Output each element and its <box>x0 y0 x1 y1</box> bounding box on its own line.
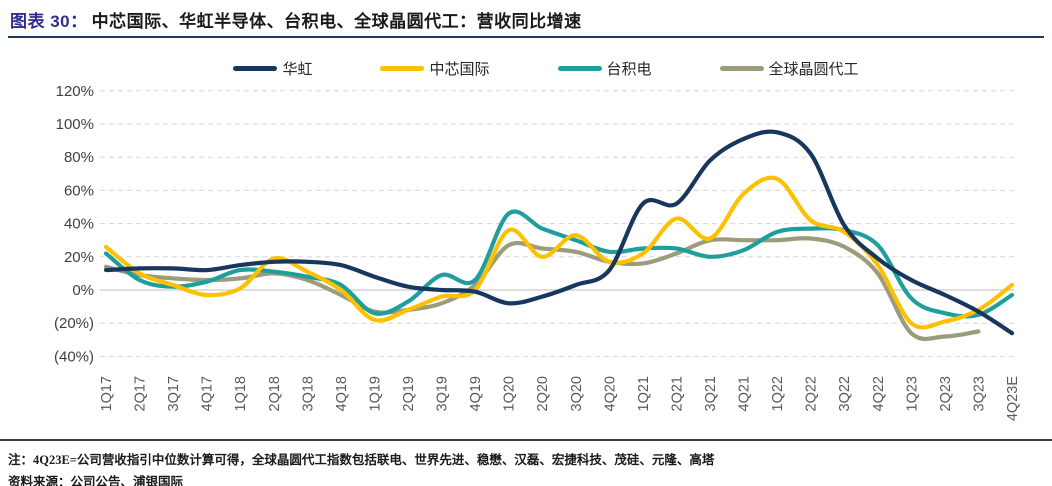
y-tick-label: 40% <box>64 216 94 233</box>
y-tick-label: 80% <box>64 149 94 166</box>
x-tick-label: 2Q19 <box>401 376 417 411</box>
figure-title: 中芯国际、华虹半导体、台积电、全球晶圆代工：营收同比增速 <box>91 12 582 31</box>
series-line-smic <box>103 175 1015 330</box>
y-tick-label: 0% <box>72 282 94 299</box>
y-tick-label: 60% <box>64 182 94 199</box>
x-tick-label: 2Q23 <box>938 376 954 411</box>
y-tick-label: (20%) <box>54 315 94 332</box>
line-chart: 120% 100% 80% 60% 40% 20% 0% (20%) (40%) 1Q17 2Q17… <box>0 80 1052 438</box>
y-tick-label: 20% <box>64 249 94 266</box>
x-tick-label: 1Q17 <box>99 376 115 411</box>
x-tick-label: 3Q17 <box>166 376 182 411</box>
x-tick-label: 3Q22 <box>837 376 853 411</box>
footer-divider-rule <box>0 439 1052 441</box>
x-tick-label: 3Q21 <box>703 376 719 411</box>
x-tick-label: 2Q17 <box>133 376 149 411</box>
x-tick-label: 1Q20 <box>502 376 518 411</box>
x-tick-label: 4Q23E <box>1005 376 1021 421</box>
legend-swatch-huahong <box>233 66 278 71</box>
x-tick-label: 3Q19 <box>435 376 451 411</box>
x-tick-label: 3Q23 <box>971 376 987 411</box>
x-tick-label: 1Q21 <box>636 376 652 411</box>
legend-label-huahong: 华虹 <box>282 62 313 78</box>
y-tick-label: 100% <box>56 116 94 133</box>
x-tick-label: 2Q20 <box>535 376 551 411</box>
legend-item-smic: 中芯国际 <box>380 58 490 79</box>
title-divider-rule <box>8 36 1044 38</box>
x-tick-label: 3Q18 <box>300 376 316 411</box>
legend-label-tsmc: 台积电 <box>606 62 652 78</box>
legend-swatch-tsmc <box>557 66 602 71</box>
x-tick-label: 2Q21 <box>669 376 685 411</box>
x-tick-label: 4Q21 <box>737 376 753 411</box>
legend-swatch-smic <box>380 66 425 71</box>
x-tick-label: 1Q18 <box>233 376 249 411</box>
y-tick-label: 120% <box>56 83 94 100</box>
x-tick-label: 3Q20 <box>569 376 585 411</box>
x-tick-label: 1Q22 <box>770 376 786 411</box>
y-tick-label: (40%) <box>54 348 94 365</box>
series-line-huahong <box>103 129 1015 336</box>
x-tick-label: 2Q22 <box>804 376 820 411</box>
x-tick-label: 4Q18 <box>334 376 350 411</box>
chart-svg: 120% 100% 80% 60% 40% 20% 0% (20%) (40%) 1Q17 2Q17… <box>54 83 1021 421</box>
x-tick-label: 4Q17 <box>200 376 216 411</box>
x-tick-label: 1Q19 <box>367 376 383 411</box>
x-tick-label: 4Q22 <box>871 376 887 411</box>
x-tick-label: 4Q19 <box>468 376 484 411</box>
legend-label-global_foundry: 全球晶圆代工 <box>768 62 859 78</box>
x-tick-label: 2Q18 <box>267 376 283 411</box>
figure-header: 图表 30： 中芯国际、华虹半导体、台积电、全球晶圆代工：营收同比增速 <box>10 7 582 32</box>
legend-label-smic: 中芯国际 <box>429 62 490 78</box>
legend-item-huahong: 华虹 <box>233 58 312 79</box>
legend-swatch-global_foundry <box>719 66 764 71</box>
footnote: 注：4Q23E=公司营收指引中位数计算可得，全球晶圆代工指数包括联电、世界先进、… <box>8 453 715 467</box>
figure-number-label: 图表 30： <box>10 12 88 31</box>
legend-item-global_foundry: 全球晶圆代工 <box>719 58 859 79</box>
legend-item-tsmc: 台积电 <box>557 58 652 79</box>
source-note: 资料来源：公司公告、浦银国际 <box>8 475 184 486</box>
x-tick-label: 1Q23 <box>904 376 920 411</box>
x-tick-label: 4Q20 <box>602 376 618 411</box>
chart-legend: 华虹 中芯国际 台积电 全球晶圆代工 <box>0 58 1052 79</box>
